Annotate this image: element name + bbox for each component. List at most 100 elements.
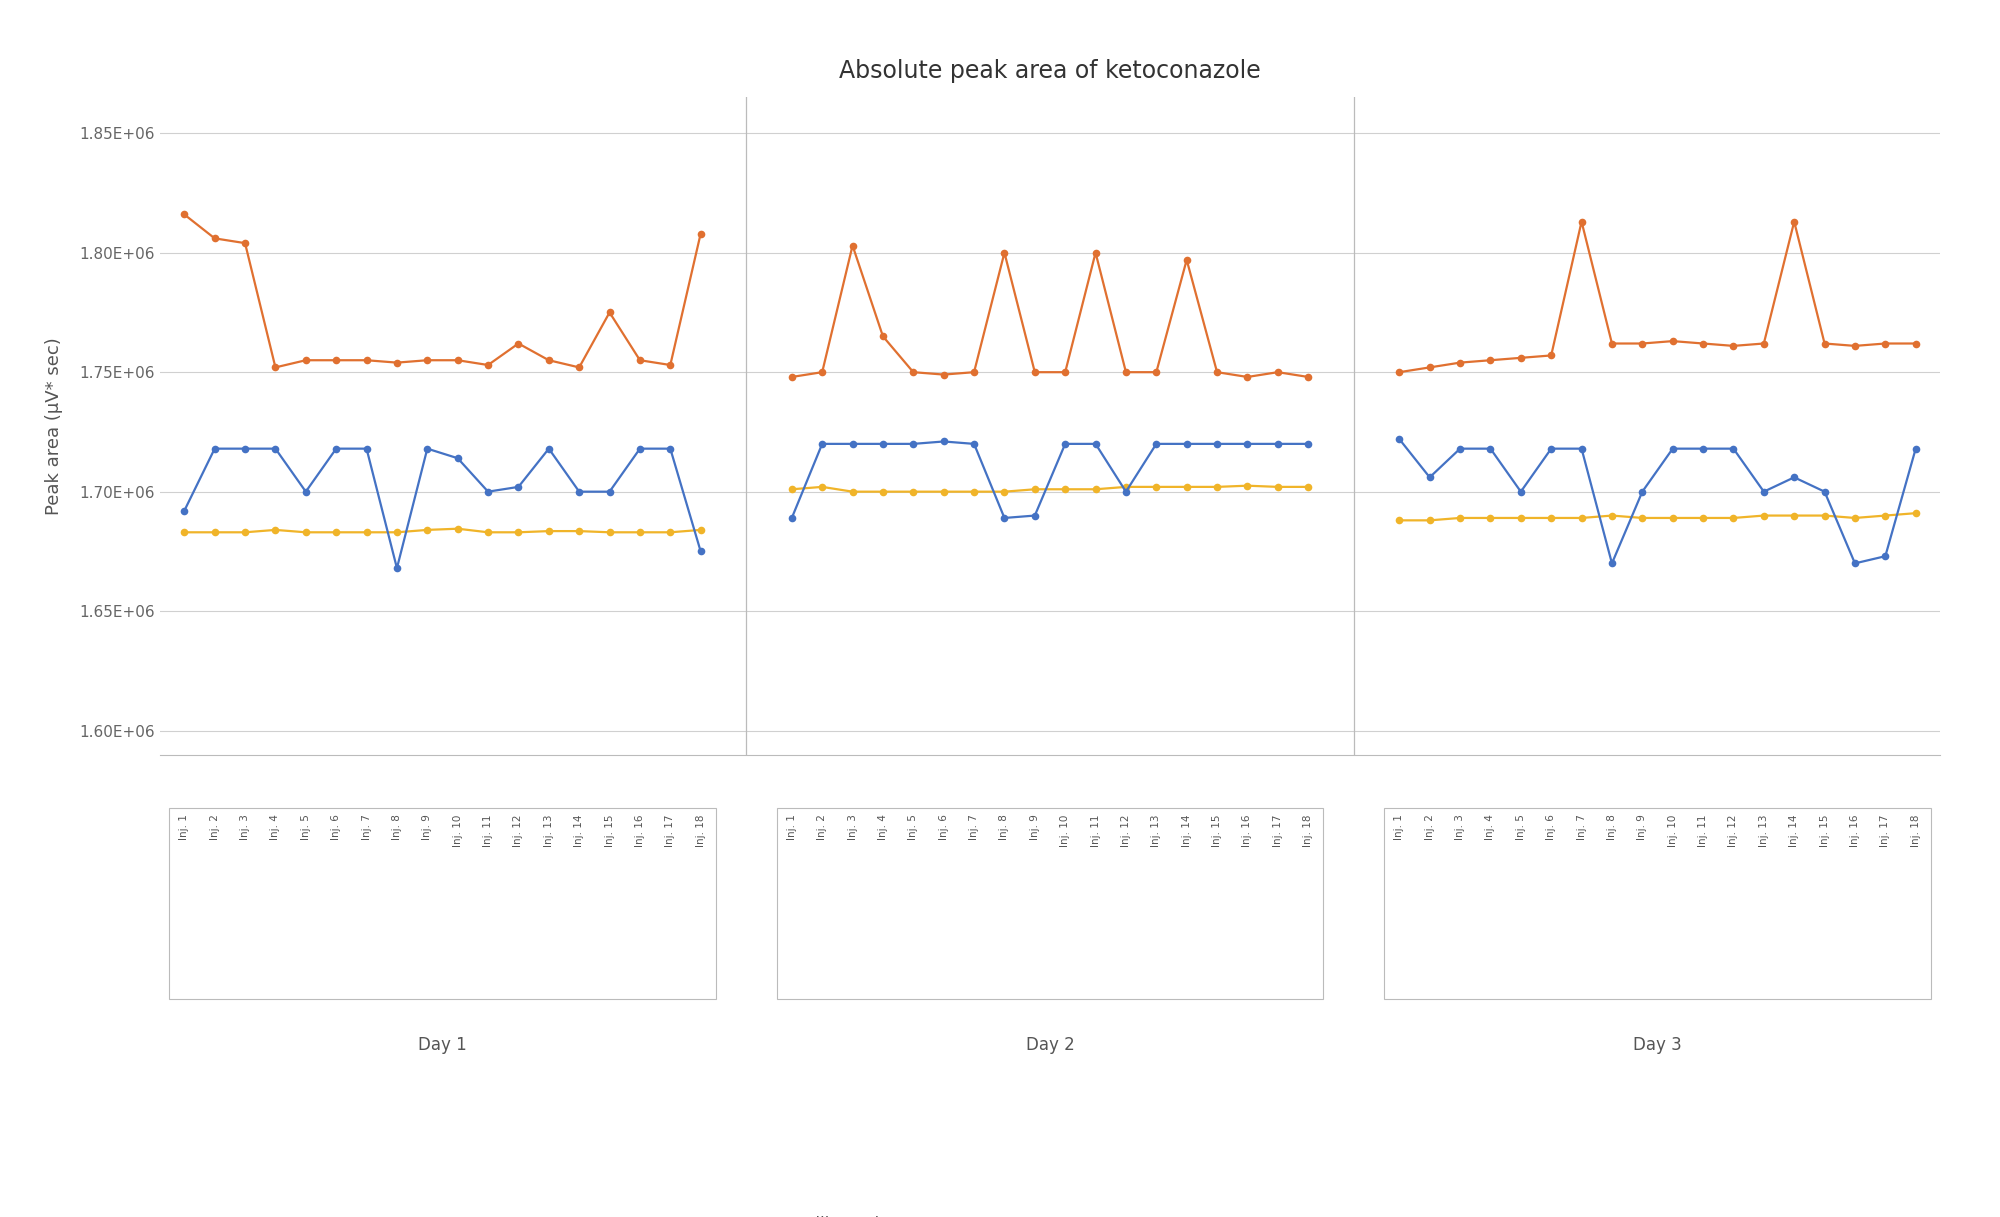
Alliance iS HPLC System [476,525,500,539]
Alliance iS HPLC System [598,525,622,539]
Text: Day 2: Day 2 [1026,1036,1074,1054]
FancyBboxPatch shape [1384,808,1930,999]
Text: Inj. 12: Inj. 12 [1728,814,1738,847]
Alliance iS HPLC System [294,525,318,539]
Text: Inj. 6: Inj. 6 [938,814,948,840]
Text: Inj. 9: Inj. 9 [1030,814,1040,840]
System X [476,358,500,372]
Text: Inj. 11: Inj. 11 [484,814,494,847]
Text: Inj. 12: Inj. 12 [514,814,524,847]
Text: Inj. 10: Inj. 10 [452,814,462,847]
Text: Inj. 8: Inj. 8 [392,814,402,840]
Text: Inj. 8: Inj. 8 [1000,814,1010,840]
Line: Alliance iS HPLC System: Alliance iS HPLC System [180,525,704,537]
Alliance iS HPLC System [354,525,378,539]
Text: Inj. 14: Inj. 14 [1790,814,1800,847]
System Y [294,484,318,499]
Text: Inj. 9: Inj. 9 [1638,814,1648,840]
System Y [598,484,622,499]
System X [172,207,196,221]
System Y [264,442,288,456]
System X [506,336,530,350]
Alliance iS HPLC System [324,525,348,539]
Text: Inj. 17: Inj. 17 [1272,814,1282,847]
Text: Inj. 7: Inj. 7 [1576,814,1586,840]
Title: Absolute peak area of ketoconazole: Absolute peak area of ketoconazole [840,58,1260,83]
Alliance iS HPLC System [234,525,258,539]
Text: Inj. 14: Inj. 14 [574,814,584,847]
System X [324,353,348,368]
Text: Inj. 12: Inj. 12 [1120,814,1130,847]
Text: Inj. 7: Inj. 7 [970,814,980,840]
System Y [416,442,440,456]
System Y [688,544,712,559]
Y-axis label: Peak area (μV* sec): Peak area (μV* sec) [44,337,62,515]
Text: Inj. 5: Inj. 5 [1516,814,1526,840]
System X [628,353,652,368]
Text: Inj. 1: Inj. 1 [1394,814,1404,840]
System X [446,353,470,368]
System Y [658,442,682,456]
Text: Day 3: Day 3 [1634,1036,1682,1054]
Text: Inj. 6: Inj. 6 [1546,814,1556,840]
System X [354,353,378,368]
Alliance iS HPLC System [416,522,440,537]
Text: Inj. 1: Inj. 1 [786,814,796,840]
Text: Inj. 2: Inj. 2 [210,814,220,840]
System X [294,353,318,368]
Text: Inj. 3: Inj. 3 [848,814,858,840]
Text: Inj. 14: Inj. 14 [1182,814,1192,847]
System X [598,305,622,320]
Alliance iS HPLC System [506,525,530,539]
System Y [202,442,226,456]
System X [416,353,440,368]
System X [202,231,226,246]
System Y [506,479,530,494]
System X [536,353,560,368]
Text: Inj. 2: Inj. 2 [818,814,828,840]
Text: Inj. 6: Inj. 6 [332,814,342,840]
Text: Inj. 8: Inj. 8 [1606,814,1616,840]
Text: Inj. 4: Inj. 4 [1486,814,1496,840]
Text: Inj. 16: Inj. 16 [1850,814,1860,847]
Text: Inj. 18: Inj. 18 [1304,814,1314,847]
System Y [476,484,500,499]
Text: Inj. 3: Inj. 3 [240,814,250,840]
Text: Inj. 18: Inj. 18 [696,814,706,847]
Text: Inj. 15: Inj. 15 [1212,814,1222,847]
Text: Inj. 16: Inj. 16 [1242,814,1252,847]
Text: Inj. 11: Inj. 11 [1090,814,1100,847]
Text: Inj. 17: Inj. 17 [666,814,676,847]
Line: System Y: System Y [180,445,704,572]
System X [658,358,682,372]
System X [264,360,288,375]
Text: Inj. 13: Inj. 13 [544,814,554,847]
FancyBboxPatch shape [776,808,1324,999]
Alliance iS HPLC System [658,525,682,539]
Alliance iS HPLC System [688,522,712,537]
Text: Inj. 11: Inj. 11 [1698,814,1708,847]
Alliance iS HPLC System [446,521,470,535]
Alliance iS HPLC System [536,523,560,538]
System Y [446,452,470,466]
Text: Inj. 2: Inj. 2 [1424,814,1434,840]
Text: Inj. 9: Inj. 9 [422,814,432,840]
Legend: Alliance iS HPLC System, System X, System Y: Alliance iS HPLC System, System X, Syste… [746,1210,1354,1217]
Text: Inj. 10: Inj. 10 [1668,814,1678,847]
Text: Inj. 17: Inj. 17 [1880,814,1890,847]
Text: Day 1: Day 1 [418,1036,466,1054]
Alliance iS HPLC System [264,522,288,537]
System X [234,236,258,251]
Text: Inj. 4: Inj. 4 [270,814,280,840]
System Y [234,442,258,456]
Text: Inj. 13: Inj. 13 [1152,814,1162,847]
Text: Inj. 3: Inj. 3 [1456,814,1466,840]
Text: Inj. 13: Inj. 13 [1758,814,1768,847]
Text: Inj. 7: Inj. 7 [362,814,372,840]
Alliance iS HPLC System [202,525,226,539]
Alliance iS HPLC System [384,525,408,539]
System X [384,355,408,370]
Text: Inj. 5: Inj. 5 [300,814,310,840]
System Y [568,484,592,499]
System Y [324,442,348,456]
